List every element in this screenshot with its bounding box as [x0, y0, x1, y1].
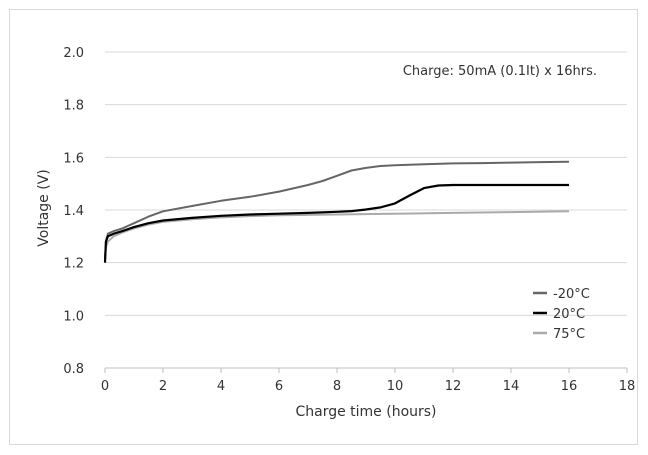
y-tick-label: 1.2 — [63, 257, 84, 272]
series-line-minus-20c — [104, 160, 570, 258]
series-layer — [103, 160, 570, 263]
legend-label: 75°C — [553, 327, 585, 342]
chart-frame — [9, 9, 638, 445]
gridlines — [105, 51, 627, 316]
series-line-20c — [103, 183, 569, 263]
charge-annotation: Charge: 50mA (0.1It) x 16hrs. — [403, 64, 597, 79]
y-tick-label: 1.6 — [63, 151, 84, 166]
legend-label: 20°C — [553, 307, 585, 322]
x-tick-label: 10 — [387, 379, 404, 394]
x-tick-label: 12 — [445, 379, 462, 394]
legend: -20°C 20°C 75°C — [533, 287, 590, 342]
x-tick-label: 16 — [561, 379, 578, 394]
y-tick-label: 1.4 — [63, 204, 84, 219]
y-tick-label: 1.0 — [63, 309, 84, 324]
y-tick-label: 1.8 — [63, 99, 84, 114]
x-tick-label: 0 — [101, 379, 109, 394]
x-tick-label: 2 — [159, 379, 167, 394]
x-axis-label: Charge time (hours) — [295, 404, 436, 420]
legend-label: -20°C — [553, 287, 590, 302]
series-line-75c — [104, 210, 570, 261]
y-axis-label: Voltage (V) — [36, 169, 52, 246]
axes — [104, 367, 628, 373]
y-tick-label: 2.0 — [63, 46, 84, 61]
x-tick-label: 8 — [333, 379, 341, 394]
x-tick-label: 6 — [275, 379, 283, 394]
y-tick-label: 0.8 — [63, 362, 84, 377]
tick-labels: 0.8 1.0 1.2 1.4 1.6 1.8 2.0 0 2 4 6 8 10 12 14 16 18 — [63, 46, 635, 394]
x-tick-label: 18 — [619, 379, 636, 394]
x-tick-label: 4 — [217, 379, 225, 394]
x-tick-label: 14 — [503, 379, 520, 394]
